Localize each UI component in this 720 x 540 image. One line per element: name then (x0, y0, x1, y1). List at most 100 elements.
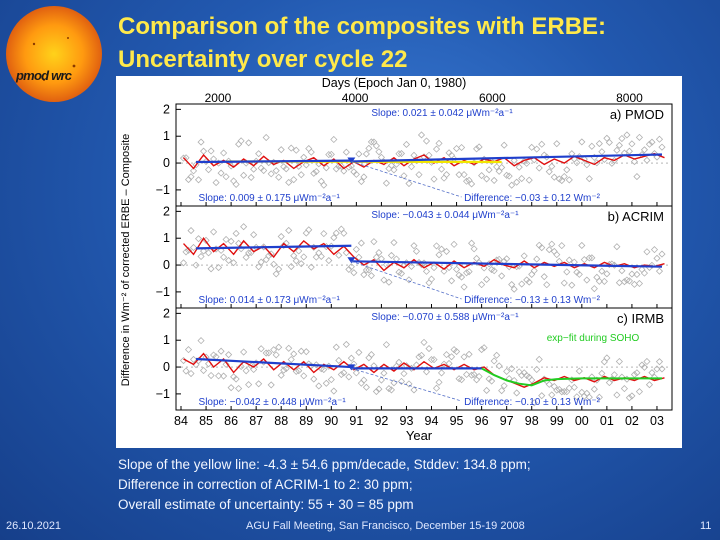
scatter-point (415, 171, 423, 179)
scatter-point (380, 276, 388, 284)
scatter-point (205, 166, 213, 174)
scatter-point (257, 258, 265, 266)
scatter-point (322, 164, 330, 172)
step-marker (347, 157, 356, 164)
scatter-point (257, 345, 265, 353)
page-number: 11 (700, 520, 712, 532)
scatter-point (590, 285, 598, 293)
scatter-point (513, 178, 521, 186)
scatter-point (245, 249, 253, 257)
x-tick-label: 98 (525, 414, 539, 428)
scatter-point (483, 275, 491, 284)
top-tick-label: 6000 (479, 91, 506, 105)
scatter-point (292, 146, 300, 154)
panel-frame (175, 205, 673, 309)
scatter-point (194, 176, 203, 184)
scatter-point (558, 242, 566, 250)
scatter-point (613, 146, 621, 154)
scatter-point (432, 145, 441, 153)
scatter-point (352, 369, 360, 377)
scatter-point (603, 354, 611, 362)
scatter-point (360, 173, 368, 181)
scatter-point (525, 278, 533, 286)
scatter-point (658, 143, 666, 151)
scatter-point (560, 387, 568, 396)
scatter-point (267, 381, 275, 389)
panel-label: c) IRMB (617, 311, 664, 326)
scatter-point (255, 263, 263, 271)
scatter-point (480, 264, 488, 272)
scatter-point (600, 277, 608, 285)
top-tick-label: 8000 (616, 91, 643, 105)
scatter-point (390, 166, 398, 174)
scatter-point (215, 372, 223, 380)
scatter-point (525, 176, 533, 184)
scatter-point (528, 143, 536, 151)
scatter-point (460, 353, 468, 361)
scatter-point (648, 369, 656, 377)
scatter-point (460, 171, 468, 179)
scatter-point (442, 351, 451, 359)
scatter-point (357, 239, 365, 247)
scatter-point (583, 161, 591, 169)
scatter-point (187, 369, 195, 378)
slope-left-label: Slope: 0.009 ± 0.175 μWm⁻²a⁻¹ (199, 193, 341, 204)
scatter-point (520, 252, 528, 260)
scatter-point (362, 266, 370, 274)
scatter-point (242, 253, 250, 261)
scatter-point (640, 146, 649, 154)
scatter-point (568, 281, 576, 289)
scatter-point (312, 167, 320, 176)
scatter-point (372, 387, 380, 396)
scatter-point (245, 381, 253, 389)
difference-label: Difference: −0.10 ± 0.13 Wm⁻² (464, 397, 601, 408)
scatter-point (483, 175, 491, 183)
scatter-point (580, 392, 588, 400)
scatter-point (362, 383, 370, 391)
scatter-point (400, 370, 408, 378)
top-tick-label: 4000 (342, 91, 369, 105)
scatter-point (468, 371, 476, 379)
pmod-wrc-logo: pmod wrc (4, 4, 104, 104)
scatter-point (205, 249, 213, 257)
x-tick-label: 93 (400, 414, 414, 428)
scatter-point (332, 165, 340, 173)
scatter-point (533, 365, 541, 374)
scatter-point (367, 138, 375, 146)
scatter-point (615, 357, 623, 366)
scatter-point (495, 362, 503, 370)
scatter-point (282, 165, 290, 173)
scatter-point (488, 377, 496, 385)
scatter-point (610, 261, 618, 269)
scatter-point (327, 376, 335, 384)
slope-left-label: Slope: −0.042 ± 0.448 μWm⁻²a⁻¹ (199, 397, 347, 408)
scatter-point (189, 355, 198, 363)
y-tick-label: 0 (163, 360, 170, 374)
scatter-point (225, 351, 233, 359)
scatter-point (508, 181, 516, 189)
scatter-point (518, 174, 526, 183)
y-tick-label: 1 (163, 231, 170, 245)
scatter-point (437, 165, 446, 173)
scatter-point (628, 392, 636, 400)
scatter-point (222, 235, 230, 244)
scatter-point (292, 257, 300, 265)
chart-svg: Days (Epoch Jan 0, 1980)2000 4000 6000 8000… (120, 76, 673, 443)
scatter-point (473, 145, 481, 153)
scatter-point (197, 138, 205, 146)
scatter-point (628, 140, 636, 148)
scatter-point (545, 380, 553, 388)
scatter-point (302, 348, 310, 356)
scatter-point (447, 277, 456, 285)
scatter-point (463, 269, 471, 277)
x-tick-label: 96 (475, 414, 489, 428)
scatter-point (435, 251, 443, 259)
scatter-point (485, 166, 493, 174)
scatter-point (360, 376, 368, 384)
scatter-point (355, 150, 363, 158)
scatter-point (407, 262, 416, 270)
scatter-point (179, 154, 188, 162)
difference-label: Difference: −0.13 ± 0.13 Wm⁻² (464, 295, 601, 306)
scatter-point (365, 144, 373, 152)
scatter-point (590, 385, 598, 393)
